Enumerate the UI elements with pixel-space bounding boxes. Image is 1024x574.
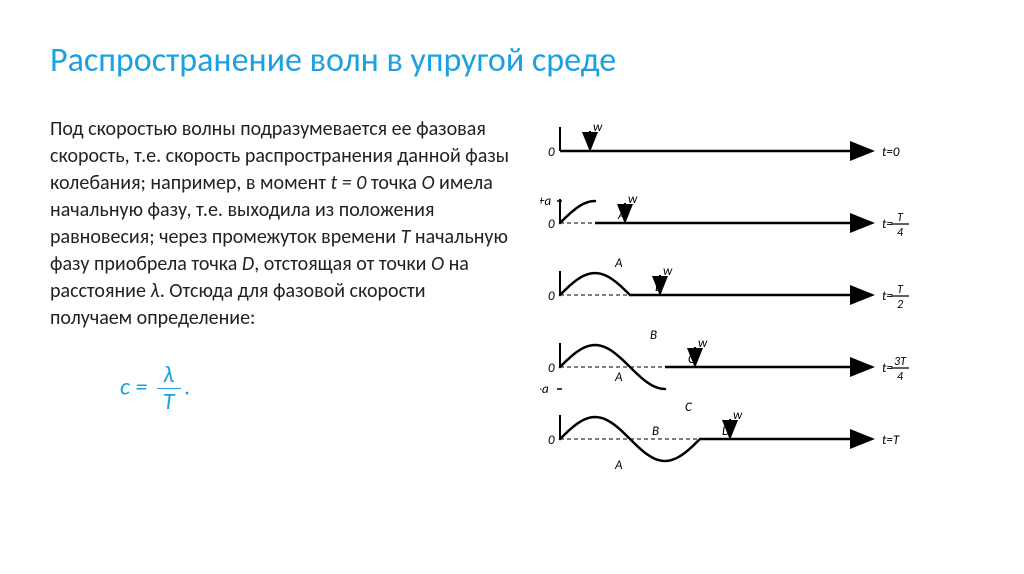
svg-text:A: A bbox=[617, 208, 626, 223]
svg-text:t=T: t=T bbox=[882, 433, 900, 448]
svg-text:B: B bbox=[652, 424, 659, 439]
svg-text:D: D bbox=[722, 424, 730, 439]
para-seg-2: точка bbox=[366, 171, 421, 195]
formula-den: T bbox=[157, 389, 181, 415]
formula-fraction: λT bbox=[157, 362, 181, 416]
svg-text:0: 0 bbox=[548, 289, 555, 304]
svg-text:0: 0 bbox=[548, 145, 555, 160]
var-O: О bbox=[421, 171, 434, 195]
svg-text:+a: +a bbox=[540, 194, 551, 209]
svg-text:B: B bbox=[650, 328, 657, 343]
svg-text:B: B bbox=[655, 280, 662, 295]
svg-text:A: A bbox=[614, 458, 623, 473]
paragraph: Под скоростью волны подразумевается ее ф… bbox=[50, 116, 510, 332]
para-seg-5: , отстоящая от точки bbox=[254, 252, 431, 276]
text-column: Под скоростью волны подразумевается ее ф… bbox=[50, 116, 510, 516]
svg-text:C: C bbox=[685, 400, 693, 415]
svg-text:w: w bbox=[628, 192, 638, 207]
var-D: D bbox=[242, 252, 254, 276]
diagram-column: 0wt=00w+aAt=T40wABt=T20w-aABCt=3T40wABCD… bbox=[540, 116, 960, 516]
formula-num: λ bbox=[157, 362, 181, 389]
var-lambda: λ bbox=[150, 279, 159, 303]
svg-text:0: 0 bbox=[548, 433, 555, 448]
wave-propagation-diagram: 0wt=00w+aAt=T40wABt=T20w-aABCt=3T40wABCD… bbox=[540, 116, 960, 516]
svg-text:w: w bbox=[698, 336, 708, 351]
svg-text:4: 4 bbox=[897, 226, 904, 240]
var-t0: t = 0 bbox=[331, 171, 367, 195]
page-title: Распространение волн в упругой среде bbox=[50, 40, 974, 81]
phase-velocity-formula: c = λT. bbox=[50, 362, 510, 416]
svg-text:A: A bbox=[614, 256, 623, 271]
svg-text:4: 4 bbox=[897, 370, 904, 384]
svg-text:0: 0 bbox=[548, 361, 555, 376]
content-row: Под скоростью волны подразумевается ее ф… bbox=[50, 116, 974, 516]
svg-text:A: A bbox=[614, 370, 623, 385]
svg-text:T: T bbox=[897, 211, 904, 225]
formula-eq: = bbox=[130, 373, 153, 402]
svg-text:w: w bbox=[733, 408, 743, 423]
svg-text:t=0: t=0 bbox=[882, 145, 900, 160]
svg-text:0: 0 bbox=[548, 217, 555, 232]
svg-text:-a: -a bbox=[540, 382, 549, 397]
svg-text:w: w bbox=[663, 264, 673, 279]
formula-lhs: c bbox=[120, 373, 130, 402]
svg-text:w: w bbox=[593, 120, 603, 135]
svg-text:2: 2 bbox=[897, 298, 903, 312]
formula-period: . bbox=[185, 373, 191, 402]
svg-text:T: T bbox=[897, 283, 904, 297]
var-T: Т bbox=[401, 225, 411, 249]
var-O2: О bbox=[431, 252, 444, 276]
svg-text:3T: 3T bbox=[894, 355, 907, 369]
